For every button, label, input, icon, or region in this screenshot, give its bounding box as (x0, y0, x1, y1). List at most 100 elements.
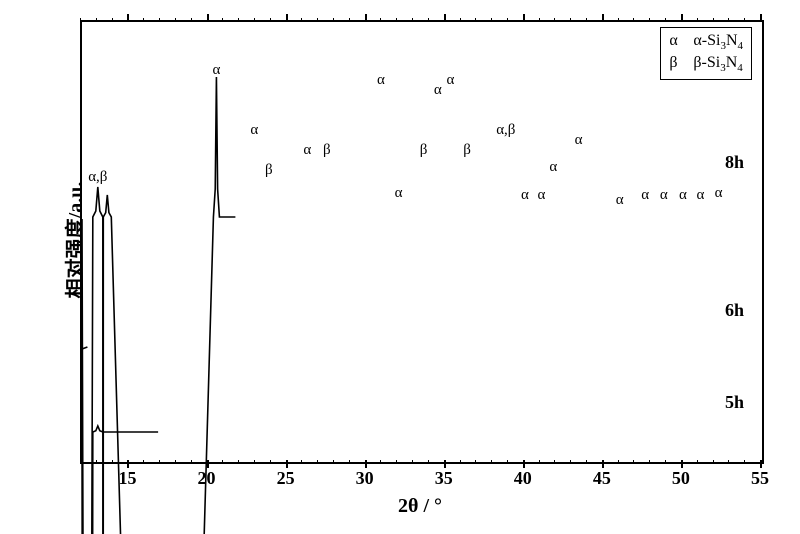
x-minor-tick-top (380, 18, 381, 22)
x-tick-label: 45 (593, 468, 611, 489)
x-minor-tick-top (349, 18, 350, 22)
x-tick-label: 30 (356, 468, 374, 489)
x-tick (602, 460, 604, 468)
x-minor-tick-top (665, 18, 666, 22)
trace-5h (82, 22, 762, 462)
x-minor-tick-top (96, 18, 97, 22)
x-minor-tick (159, 460, 160, 464)
x-tick-label: 25 (277, 468, 295, 489)
trace-label-5h: 5h (725, 392, 744, 413)
x-minor-tick (665, 460, 666, 464)
x-minor-tick-top (460, 18, 461, 22)
x-minor-tick (191, 460, 192, 464)
x-minor-tick-top (175, 18, 176, 22)
x-tick-top (602, 14, 604, 22)
x-minor-tick-top (80, 18, 81, 22)
x-minor-tick-top (539, 18, 540, 22)
x-minor-tick-top (475, 18, 476, 22)
x-minor-tick (301, 460, 302, 464)
x-tick-label: 55 (751, 468, 769, 489)
x-minor-tick (554, 460, 555, 464)
x-tick (523, 460, 525, 468)
x-tick (365, 460, 367, 468)
x-minor-tick-top (586, 18, 587, 22)
x-minor-tick-top (570, 18, 571, 22)
x-minor-tick (570, 460, 571, 464)
x-minor-tick-top (159, 18, 160, 22)
x-minor-tick (697, 460, 698, 464)
x-tick-top (444, 14, 446, 22)
x-minor-tick-top (396, 18, 397, 22)
x-minor-tick (270, 460, 271, 464)
x-minor-tick (380, 460, 381, 464)
x-minor-tick-top (697, 18, 698, 22)
x-minor-tick (633, 460, 634, 464)
x-minor-tick (143, 460, 144, 464)
x-tick-top (681, 14, 683, 22)
x-tick-top (286, 14, 288, 22)
x-tick-top (523, 14, 525, 22)
x-minor-tick (475, 460, 476, 464)
x-minor-tick (333, 460, 334, 464)
x-minor-tick (96, 460, 97, 464)
x-tick (444, 460, 446, 468)
x-tick (681, 460, 683, 468)
x-minor-tick-top (713, 18, 714, 22)
x-minor-tick-top (744, 18, 745, 22)
x-tick-label: 20 (198, 468, 216, 489)
x-minor-tick (586, 460, 587, 464)
x-minor-tick (80, 460, 81, 464)
x-minor-tick (175, 460, 176, 464)
x-tick-label: 50 (672, 468, 690, 489)
x-minor-tick-top (254, 18, 255, 22)
x-minor-tick-top (428, 18, 429, 22)
x-tick (760, 460, 762, 468)
x-minor-tick-top (143, 18, 144, 22)
x-axis-label: 2θ / ° (398, 495, 442, 518)
x-minor-tick (412, 460, 413, 464)
x-minor-tick-top (333, 18, 334, 22)
plot-area: α α-Si3N4β β-Si3N4 8hα,βααβαβααβααβα,βαα… (80, 20, 764, 464)
x-minor-tick (507, 460, 508, 464)
x-minor-tick (539, 460, 540, 464)
x-tick (127, 460, 129, 468)
x-minor-tick (728, 460, 729, 464)
x-minor-tick-top (238, 18, 239, 22)
x-tick-top (127, 14, 129, 22)
x-tick-label: 15 (118, 468, 136, 489)
x-minor-tick (238, 460, 239, 464)
x-minor-tick (460, 460, 461, 464)
x-minor-tick-top (507, 18, 508, 22)
x-minor-tick (649, 460, 650, 464)
x-minor-tick (254, 460, 255, 464)
x-tick (207, 460, 209, 468)
x-minor-tick (428, 460, 429, 464)
x-minor-tick-top (728, 18, 729, 22)
x-minor-tick (744, 460, 745, 464)
x-tick (286, 460, 288, 468)
x-minor-tick-top (222, 18, 223, 22)
x-minor-tick (112, 460, 113, 464)
x-minor-tick (396, 460, 397, 464)
x-minor-tick-top (633, 18, 634, 22)
x-minor-tick-top (554, 18, 555, 22)
x-minor-tick-top (491, 18, 492, 22)
x-tick-label: 35 (435, 468, 453, 489)
x-tick-top (207, 14, 209, 22)
x-minor-tick (618, 460, 619, 464)
x-minor-tick (317, 460, 318, 464)
x-minor-tick-top (191, 18, 192, 22)
x-minor-tick-top (649, 18, 650, 22)
x-minor-tick-top (412, 18, 413, 22)
x-minor-tick (349, 460, 350, 464)
x-tick-top (760, 14, 762, 22)
x-minor-tick-top (301, 18, 302, 22)
x-minor-tick-top (270, 18, 271, 22)
x-minor-tick (222, 460, 223, 464)
x-minor-tick-top (317, 18, 318, 22)
xrd-chart: 相对强度/a.u. 2θ / ° α α-Si3N4β β-Si3N4 8hα,… (0, 0, 800, 534)
x-tick-top (365, 14, 367, 22)
x-tick-label: 40 (514, 468, 532, 489)
x-minor-tick (491, 460, 492, 464)
x-minor-tick (713, 460, 714, 464)
